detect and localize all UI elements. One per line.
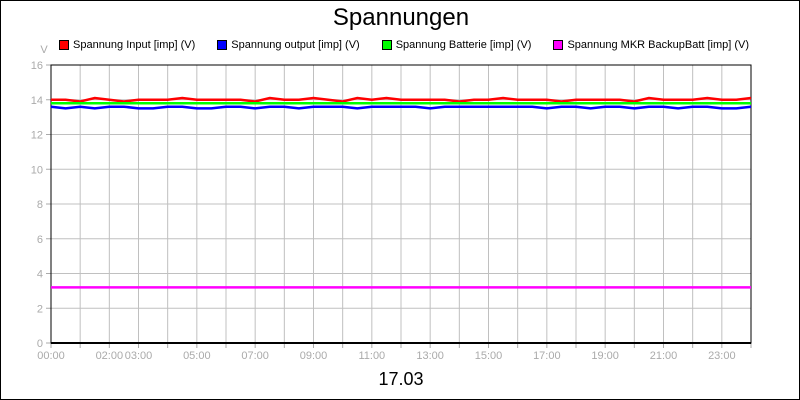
series-line-1 — [50, 105, 752, 110]
y-tick-label: 4 — [37, 269, 43, 281]
legend-label: Spannung Input [imp] (V) — [73, 39, 196, 51]
chart-title: Spannungen — [332, 4, 470, 31]
y-tick-label: 14 — [31, 95, 43, 107]
x-tick-label: 05:00 — [183, 350, 211, 362]
y-tick-label: 2 — [37, 303, 43, 315]
legend-item-input: Spannung Input [imp] (V) — [59, 39, 195, 51]
legend: Spannung Input [imp] (V) Spannung output… — [59, 39, 771, 51]
x-tick-label: 00:00 — [37, 350, 65, 362]
legend-label: Spannung output [imp] (V) — [231, 39, 360, 51]
x-tick-label: 13:00 — [416, 350, 444, 362]
legend-item-mkr: Spannung MKR BackupBatt [imp] (V) — [553, 39, 749, 51]
y-tick-label: 0 — [37, 338, 43, 350]
legend-swatch — [553, 40, 564, 50]
x-tick-label: 23:00 — [708, 350, 736, 362]
x-tick-label: 15:00 — [475, 350, 503, 362]
legend-item-batterie: Spannung Batterie [imp] (V) — [381, 39, 532, 51]
legend-item-output: Spannung output [imp] (V) — [217, 39, 360, 51]
series-line-0 — [51, 96, 752, 103]
y-tick-label: 6 — [37, 234, 43, 246]
legend-swatch — [59, 40, 69, 50]
y-tick-label: 10 — [31, 164, 43, 176]
legend-label: Spannung Batterie [imp] (V) — [395, 39, 532, 51]
x-tick-label: 07:00 — [241, 350, 269, 362]
x-tick-label: 19:00 — [591, 350, 619, 362]
x-tick-label: 11:00 — [358, 350, 385, 362]
y-tick-label: 16 — [31, 60, 43, 72]
x-tick-label: 17:00 — [533, 350, 561, 362]
legend-label: Spannung MKR BackupBatt [imp] (V) — [567, 39, 750, 51]
x-tick-label: 09:00 — [300, 350, 328, 362]
legend-swatch — [381, 40, 392, 50]
x-tick-label: 03:00 — [125, 350, 153, 362]
legend-swatch — [217, 40, 228, 50]
y-tick-label: 12 — [31, 130, 43, 142]
x-axis-label: 17.03 — [378, 369, 424, 389]
x-tick-label: 02:00 — [96, 350, 124, 362]
y-axis-label: V — [40, 44, 48, 56]
x-tick-label: 21:00 — [650, 350, 678, 362]
y-tick-label: 8 — [37, 199, 43, 211]
